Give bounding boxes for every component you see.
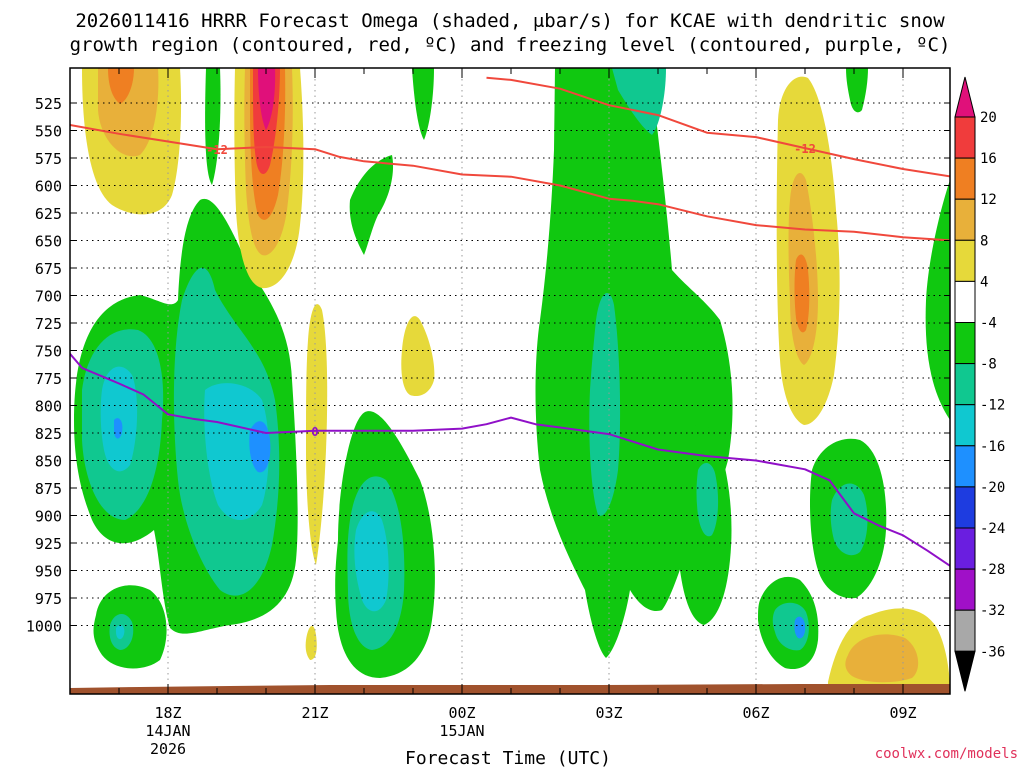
colorbar-label: 16 xyxy=(980,151,997,167)
x-tick-label: 06Z xyxy=(742,704,769,722)
x-tick-label: 00Z xyxy=(448,704,475,722)
y-tick-label: 525 xyxy=(35,95,62,113)
omega-negative-region xyxy=(846,68,868,113)
omega-negative-region xyxy=(794,616,806,639)
y-tick-label: 700 xyxy=(35,288,62,306)
x-tick-date-label: 14JAN xyxy=(145,722,190,740)
x-axis-label: Forecast Time (UTC) xyxy=(405,748,611,768)
y-tick-label: 775 xyxy=(35,370,62,388)
colorbar-label: -36 xyxy=(980,644,1005,660)
omega-positive-region xyxy=(305,625,317,660)
omega-negative-region xyxy=(589,293,621,516)
y-tick-label: 800 xyxy=(35,398,62,416)
omega-negative-region xyxy=(830,483,868,556)
colorbar-band xyxy=(954,363,976,406)
y-tick-label: 850 xyxy=(35,453,62,471)
y-tick-label: 625 xyxy=(35,205,62,223)
ground-surface xyxy=(70,684,950,694)
y-tick-label: 650 xyxy=(35,233,62,251)
omega-negative-region xyxy=(612,68,666,135)
colorbar-label: 20 xyxy=(980,110,997,126)
colorbar-label: -4 xyxy=(980,316,997,332)
omega-negative-region xyxy=(204,383,269,520)
chart-title-line1: 2026011416 HRRR Forecast Omega (shaded, … xyxy=(75,10,945,32)
contour-label: -12 xyxy=(794,142,816,156)
y-tick-label: 600 xyxy=(35,178,62,196)
omega-negative-region xyxy=(354,511,389,612)
y-tick-label: 575 xyxy=(35,150,62,168)
colorbar-label: 4 xyxy=(980,274,988,290)
y-tick-label: 750 xyxy=(35,343,62,361)
y-axis: 525 550 575 600 625 650 675 700 725 750 775 800 825 8… xyxy=(26,95,950,636)
omega-negative-region xyxy=(772,602,809,651)
colorbar: 20 16 12 8 4 -4 -8 -12 -16 -20 -24 -28 -32 -36 xyxy=(954,76,1005,692)
omega-negative-region xyxy=(205,68,221,185)
omega-positive-region xyxy=(401,316,435,397)
colorbar-band xyxy=(954,157,976,200)
chart-title-line2: growth region (contoured, red, ºC) and f… xyxy=(70,34,951,56)
colorbar-label: 12 xyxy=(980,192,997,208)
colorbar-label: -24 xyxy=(980,521,1005,537)
colorbar-band xyxy=(954,527,976,570)
y-tick-label: 825 xyxy=(35,425,62,443)
omega-negative-region xyxy=(412,68,434,140)
gridlines xyxy=(70,68,950,694)
omega-positive-region xyxy=(845,634,919,683)
colorbar-band xyxy=(954,486,976,529)
omega-positive-region xyxy=(258,68,276,130)
omega-negative-region xyxy=(116,625,125,640)
colorbar-band xyxy=(954,198,976,241)
contour-line xyxy=(70,124,950,242)
x-tick-label: 18Z xyxy=(154,704,181,722)
x-tick-date-label: 15JAN xyxy=(439,722,484,740)
omega-negative-region xyxy=(249,421,271,473)
colorbar-band xyxy=(954,239,976,282)
colorbar-under-arrow xyxy=(954,650,976,692)
colorbar-label: -8 xyxy=(980,357,997,373)
y-tick-label: 550 xyxy=(35,123,62,141)
colorbar-band xyxy=(954,404,976,447)
plot-frame xyxy=(69,67,951,695)
colorbar-label: 8 xyxy=(980,233,988,249)
omega-positive-region xyxy=(108,68,134,104)
omega-negative-region xyxy=(696,463,719,537)
colorbar-band xyxy=(954,609,976,652)
x-tick-label: 21Z xyxy=(301,704,328,722)
colorbar-band xyxy=(954,568,976,611)
temperature-contours: -12 -12 0 xyxy=(70,76,950,568)
colorbar-label: -12 xyxy=(980,398,1005,414)
y-tick-label: 875 xyxy=(35,480,62,498)
colorbar-band xyxy=(954,116,976,159)
colorbar-label: -20 xyxy=(980,480,1005,496)
contour-label: -12 xyxy=(206,143,228,157)
colorbar-label: -16 xyxy=(980,439,1005,455)
colorbar-over-arrow xyxy=(954,76,976,118)
omega-shading xyxy=(74,68,950,690)
y-tick-label: 950 xyxy=(35,563,62,581)
x-tick-label: 03Z xyxy=(595,704,622,722)
y-tick-label: 1000 xyxy=(26,618,62,636)
colorbar-band xyxy=(954,322,976,365)
y-tick-label: 925 xyxy=(35,535,62,553)
contour-label: 0 xyxy=(311,425,318,439)
colorbar-label: -32 xyxy=(980,603,1005,619)
contour-line xyxy=(486,76,950,178)
credit-text: coolwx.com/models xyxy=(875,746,1018,762)
x-tick-label: 09Z xyxy=(889,704,916,722)
y-tick-label: 900 xyxy=(35,508,62,526)
colorbar-band xyxy=(954,280,976,323)
colorbar-label: -28 xyxy=(980,562,1005,578)
x-tick-year-label: 2026 xyxy=(150,740,186,758)
y-tick-label: 725 xyxy=(35,315,62,333)
contour-line xyxy=(70,353,950,568)
y-tick-label: 675 xyxy=(35,260,62,278)
y-tick-label: 975 xyxy=(35,590,62,608)
omega-negative-region xyxy=(349,155,394,255)
colorbar-band xyxy=(954,445,976,488)
omega-positive-region xyxy=(794,254,810,333)
omega-positive-region xyxy=(306,304,328,565)
